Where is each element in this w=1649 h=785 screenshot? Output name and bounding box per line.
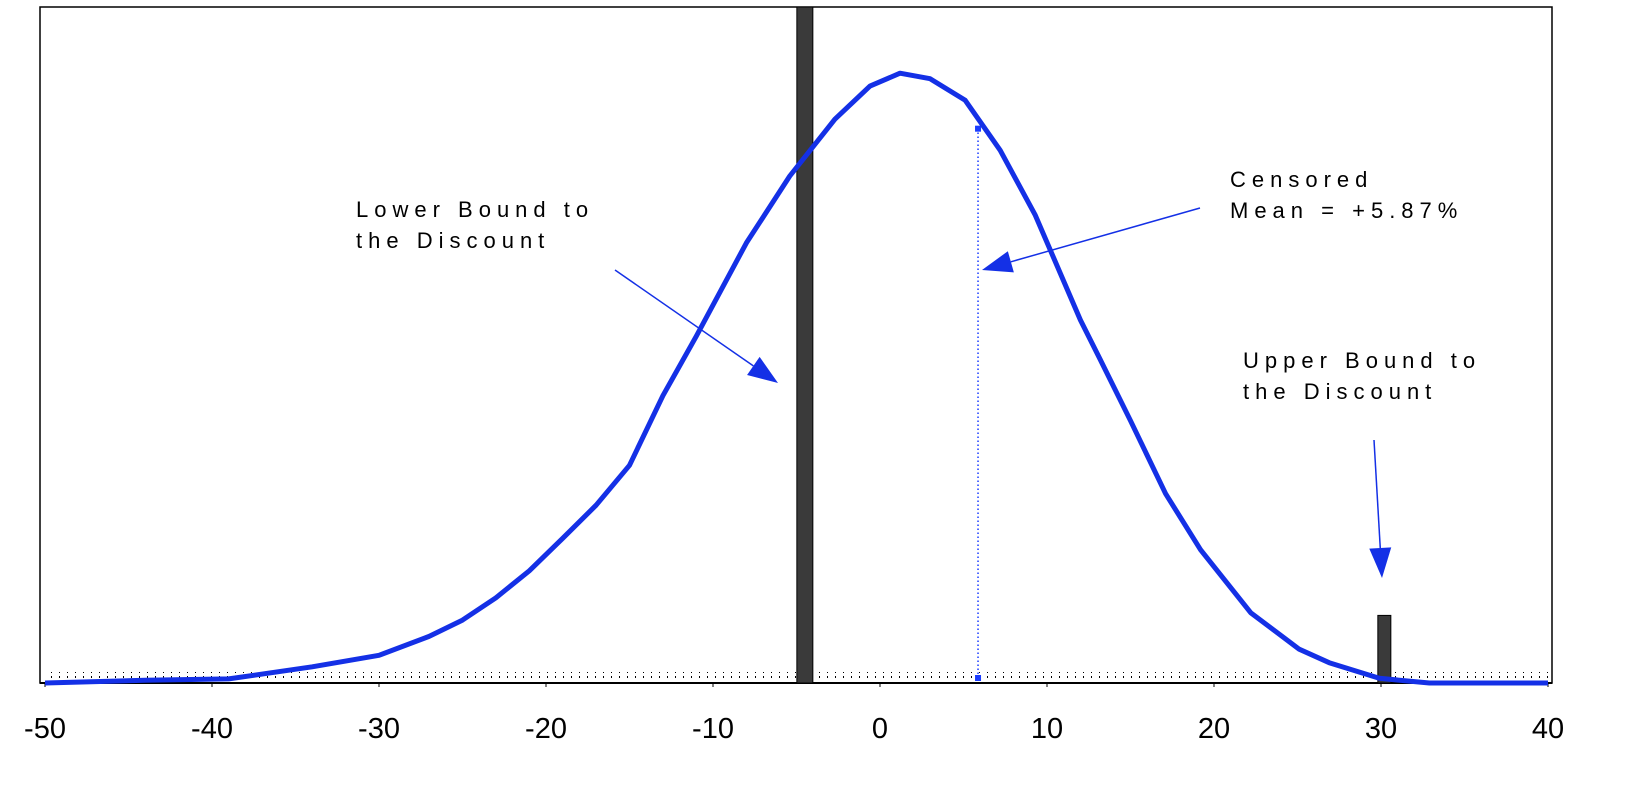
annotation-arrow bbox=[1373, 439, 1382, 549]
bound-bar bbox=[796, 6, 814, 684]
arrow-head bbox=[747, 356, 778, 383]
x-tick-label: 30 bbox=[1365, 713, 1397, 745]
x-tick-label: -10 bbox=[692, 713, 734, 745]
x-tick-label: 20 bbox=[1198, 713, 1230, 745]
arrow-head bbox=[982, 251, 1014, 273]
x-tick-label: 10 bbox=[1031, 713, 1063, 745]
x-tick-label: -30 bbox=[358, 713, 400, 745]
mean-marker bbox=[975, 675, 982, 681]
x-tick-label: 0 bbox=[872, 713, 888, 745]
annotation-text: the Discount bbox=[1243, 379, 1437, 404]
annotation-text: Censored bbox=[1230, 167, 1373, 192]
plot-frame bbox=[39, 6, 1553, 684]
x-tick-label: -20 bbox=[525, 713, 567, 745]
x-tick-label: -50 bbox=[24, 713, 66, 745]
annotation-text: Mean = +5.87% bbox=[1230, 198, 1463, 223]
bound-bar bbox=[1377, 614, 1392, 684]
annotation-arrow bbox=[1010, 207, 1201, 263]
mean-marker bbox=[975, 125, 982, 132]
arrow-head bbox=[1369, 547, 1392, 578]
annotation-arrow bbox=[614, 269, 754, 367]
x-tick-label: -40 bbox=[191, 713, 233, 745]
x-tick-label: 40 bbox=[1532, 713, 1564, 745]
density-curve bbox=[44, 70, 1548, 686]
annotation-text: the Discount bbox=[356, 228, 550, 253]
annotation-text: Upper Bound to bbox=[1243, 348, 1481, 373]
annotation-text: Lower Bound to bbox=[356, 197, 594, 222]
